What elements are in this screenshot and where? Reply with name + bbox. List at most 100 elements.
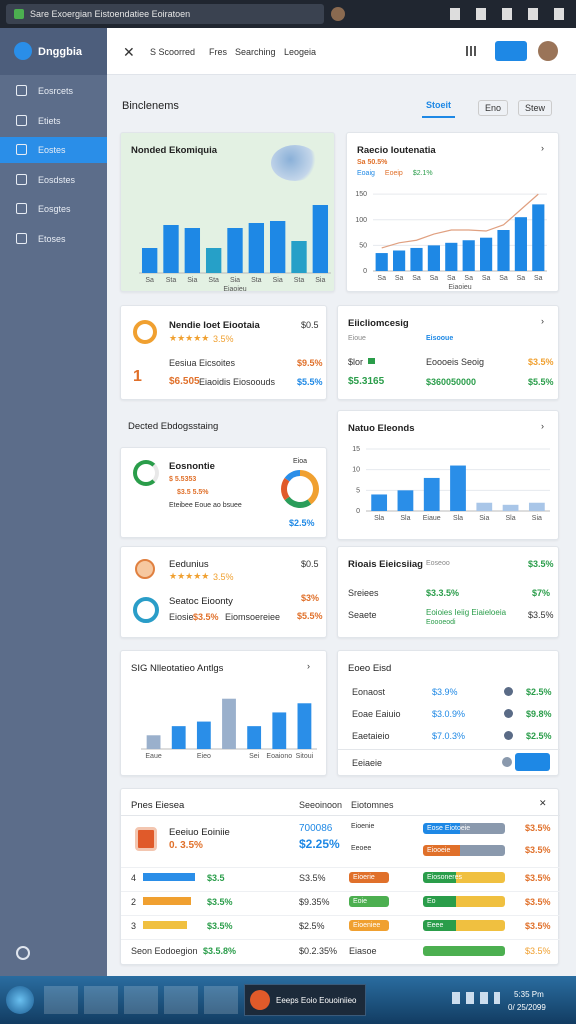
row-number: 2 xyxy=(131,897,137,907)
avatar xyxy=(331,7,345,21)
x-tick-label: Sa xyxy=(377,275,386,282)
tab[interactable]: Stew xyxy=(518,100,553,116)
primary-button[interactable] xyxy=(495,41,527,61)
y-tick-label: 0 xyxy=(356,508,360,515)
nav-item[interactable]: Eosrcets xyxy=(0,78,107,104)
row-value: $3.0.9% xyxy=(432,709,466,719)
row-label: Eiosie xyxy=(169,612,194,622)
user-avatar[interactable] xyxy=(538,41,558,61)
logo-text: Dnggbia xyxy=(38,46,82,58)
cell: $3.5 xyxy=(207,873,225,883)
chevron[interactable]: › xyxy=(541,316,544,326)
row-value: $2.5% xyxy=(526,687,552,697)
x-tick-label: Eiaue xyxy=(423,515,441,522)
nav-item[interactable]: Eostes xyxy=(0,137,107,163)
tab[interactable]: Eno xyxy=(478,100,509,116)
nav-item[interactable]: Eosdstes xyxy=(0,167,107,193)
nav-icon xyxy=(16,114,27,126)
big-value: $5.3165 xyxy=(348,376,385,387)
x-tick-label: Sia xyxy=(315,277,325,284)
chart: Eaue Eieo Sei Eoaiono Sitoui xyxy=(141,698,317,760)
card: Natuo Eleonds › 0 5 10 15 Sla Sla Eiaue Sla Sia S… xyxy=(337,410,559,540)
bar xyxy=(184,228,201,273)
toolbar-link[interactable]: Leogeia xyxy=(284,47,317,57)
card-title: Eosnontie xyxy=(169,461,215,472)
bar xyxy=(291,241,307,273)
x-tick-label: Sa xyxy=(395,275,404,282)
table-card: Pnes Eiesea Seeoinoon Eiotomnes ✕ Eeeiuo… xyxy=(120,788,560,965)
x-tick-label: Sta xyxy=(294,277,305,284)
chart: 0 50 100 150 Sa Sa Sa Sa Sa Sa Sa Sa Sa Sa Eiaoieu xyxy=(355,191,547,291)
row-value: $5.5% xyxy=(297,611,323,621)
tab[interactable]: Stoeit xyxy=(422,100,456,118)
taskbar-apps xyxy=(44,986,244,1014)
x-axis-label: Eiaoieu xyxy=(448,284,471,291)
donut-segment xyxy=(284,470,301,482)
avatar xyxy=(135,559,155,579)
bar xyxy=(423,477,440,511)
close-icon[interactable]: ✕ xyxy=(123,44,135,60)
nav-item[interactable]: Eosgtes xyxy=(0,196,107,222)
corner-value: $0.5 xyxy=(301,320,319,330)
bar xyxy=(247,726,262,749)
sidebar xyxy=(0,28,107,976)
help-icon xyxy=(16,946,30,960)
cell: $3.5% xyxy=(207,897,233,907)
row-mid: $3.3.5% xyxy=(426,588,460,598)
chevron[interactable]: › xyxy=(307,661,310,671)
x-tick-label: Sa xyxy=(499,275,508,282)
grid-icon[interactable] xyxy=(466,46,476,56)
bar xyxy=(476,502,493,511)
icon-ring xyxy=(133,320,157,344)
subtitle: Sa 50.5% xyxy=(357,159,388,166)
card-title: Raecio Ioutenatia xyxy=(357,145,436,156)
cell: $3.5% xyxy=(525,823,551,833)
lead-label: Eeeiuo Eoiniie xyxy=(169,827,230,838)
card: Eoeo Eisd Eeiaeie Eonaost $3.9% $2.5% Eoae … xyxy=(337,650,560,776)
window-icon xyxy=(250,990,270,1010)
toolbar-link[interactable]: Fres xyxy=(209,47,227,57)
browser-icons xyxy=(450,8,570,20)
bar xyxy=(312,205,329,273)
row-mid: $3.5% xyxy=(193,612,219,622)
footer-label: Eeiaeie xyxy=(352,758,383,768)
divider xyxy=(121,915,560,916)
close-icon[interactable]: ✕ xyxy=(539,798,547,808)
card: Nendie Ioet Eiootaia $0.5 ★★★★★ 3.5% Ees… xyxy=(120,305,327,400)
status-icon xyxy=(504,731,513,740)
x-tick-label: Sa xyxy=(482,275,491,282)
cell: Eioenie xyxy=(351,823,375,830)
nav-item[interactable]: Etiets xyxy=(0,108,107,134)
row-mid: $360050000 xyxy=(426,377,477,387)
stat: $ 5.5353 xyxy=(169,476,197,483)
ring xyxy=(133,460,159,486)
chevron[interactable]: › xyxy=(541,421,544,431)
y-tick-label: 0 xyxy=(363,268,367,275)
cell: S3.5% xyxy=(299,873,326,883)
footer-button[interactable] xyxy=(515,753,550,771)
nav-item[interactable]: Etoses xyxy=(0,226,107,252)
toolbar-link[interactable]: Searching xyxy=(235,47,276,57)
x-tick-label: Sia xyxy=(187,277,197,284)
toolbar-link[interactable]: S Scoorred xyxy=(150,47,196,57)
row-mid: Eoioies Ieiig Eiaieloeia xyxy=(426,608,507,617)
section-heading: Dected Ebdogsstaing xyxy=(128,421,219,432)
x-tick-label: Sla xyxy=(374,515,384,522)
tab[interactable] xyxy=(6,4,324,24)
x-tick-label: Sa xyxy=(412,275,421,282)
card: SIG Nlleotatieo Antlgs › Eaue Eieo Sei Eoai… xyxy=(120,650,327,776)
pill: Eiosoneres xyxy=(423,872,505,883)
corner-value: $0.5 xyxy=(301,559,319,569)
pill: Eoie xyxy=(349,896,389,907)
rating: 3.5% xyxy=(213,334,234,344)
x-tick-label: Sa xyxy=(430,275,439,282)
bar xyxy=(450,465,466,511)
row-value: $3.5% xyxy=(528,357,554,367)
bar xyxy=(427,245,440,271)
chevron[interactable]: › xyxy=(541,143,544,153)
y-tick-label: 5 xyxy=(356,487,360,494)
row-value: $7% xyxy=(532,588,551,598)
start-button[interactable] xyxy=(6,986,34,1014)
donut-segment xyxy=(299,470,319,505)
bar xyxy=(141,248,158,273)
